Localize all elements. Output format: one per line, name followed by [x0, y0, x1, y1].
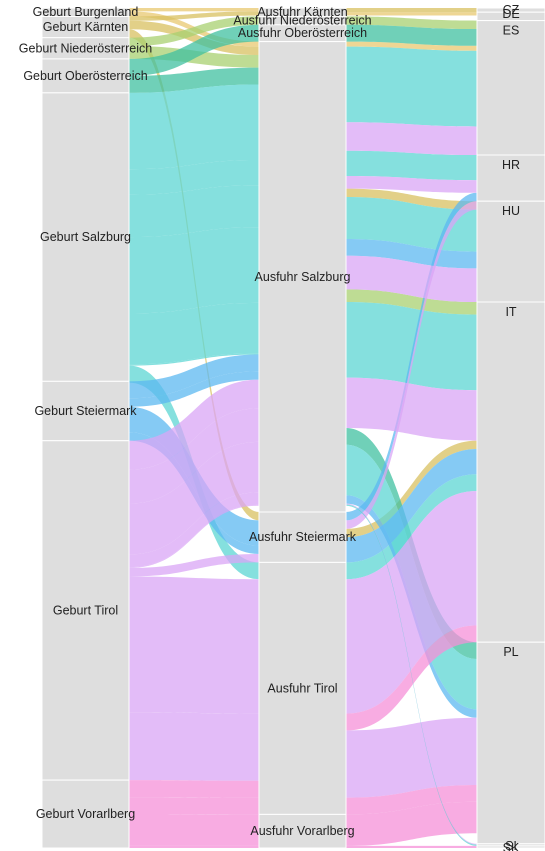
stratum-label: Geburt Steiermark: [34, 404, 137, 418]
stratum-box: [476, 641, 545, 845]
stratum-label: IT: [505, 305, 516, 319]
flow-ribbon: [129, 24, 259, 76]
stratum-box: [41, 440, 130, 781]
flow-ribbon: [129, 354, 259, 399]
flow-ribbon: [129, 16, 259, 47]
flow-ribbon: [346, 176, 477, 193]
flow-ribbon: [129, 371, 259, 407]
stratum-box: [476, 845, 545, 849]
flow-ribbon: [346, 491, 477, 714]
flow-ribbon: [346, 46, 477, 127]
stratum-box: [41, 92, 130, 382]
flow-ribbon: [129, 185, 259, 238]
stratum-label: Ausfuhr Salzburg: [255, 270, 351, 284]
stratum-label: Geburt Salzburg: [40, 230, 131, 244]
stratum-box: [476, 200, 545, 303]
stratum-label: Geburt Burgenland: [33, 5, 139, 19]
flow-ribbon: [129, 797, 259, 815]
flow-ribbon: [129, 845, 259, 848]
stratum-label: HR: [502, 158, 520, 172]
flow-ribbon: [129, 504, 259, 568]
flow-ribbon: [129, 492, 259, 568]
flow-ribbon: [346, 16, 477, 29]
stratum-box: [41, 779, 130, 849]
flow-ribbon: [346, 12, 477, 16]
stratum-box: [476, 301, 545, 643]
stratum-label: Ausfuhr Niederösterreich: [233, 14, 371, 28]
flow-ribbon: [129, 576, 259, 714]
stratum-box: [258, 41, 347, 513]
flow-ribbon: [346, 239, 477, 269]
stratum-label: Geburt Niederösterreich: [19, 41, 152, 55]
flow-ribbon: [129, 554, 259, 577]
stratum-box: [476, 154, 545, 202]
flow-ribbon: [346, 440, 477, 538]
flow-ribbon: [346, 625, 477, 731]
flow-ribbon: [346, 504, 477, 846]
stratum-label: Ausfuhr Oberösterreich: [238, 26, 367, 40]
stratum-box: [258, 511, 347, 563]
stratum-label: SI: [505, 839, 517, 851]
flow-ribbon: [346, 377, 477, 441]
stratum-label: CZ: [503, 3, 520, 17]
flow-ribbon: [129, 379, 259, 470]
flow-ribbon: [346, 474, 477, 580]
flow-ribbon: [346, 785, 477, 815]
flow-ribbon: [346, 302, 477, 391]
stratum-label: Ausfuhr Vorarlberg: [250, 824, 354, 838]
stratum-label: HU: [502, 204, 520, 218]
flow-ribbon: [129, 302, 259, 365]
flow-ribbon: [346, 188, 477, 210]
flow-ribbon: [346, 717, 477, 798]
stratum-label: SK: [503, 841, 520, 851]
stratum-label: PL: [503, 645, 518, 659]
flow-ribbon: [129, 780, 259, 798]
stratum-label: Geburt Vorarlberg: [36, 807, 135, 821]
stratum-label: Geburt Kärnten: [43, 20, 129, 34]
flow-ribbon: [346, 845, 477, 848]
stratum-label: ES: [503, 24, 520, 38]
flow-ribbon: [129, 11, 259, 21]
stratum-label: Ausfuhr Kärnten: [257, 5, 347, 19]
stratum-box: [476, 20, 545, 156]
flow-ribbon: [129, 20, 259, 56]
flow-ribbon: [129, 67, 259, 93]
flow-ribbon: [346, 449, 477, 563]
flow-ribbon: [346, 255, 477, 302]
flow-ribbon: [129, 227, 259, 314]
flow-ribbon: [346, 201, 477, 529]
stratum-box: [41, 380, 130, 442]
flow-layer: [129, 8, 477, 848]
stratum-label: DE: [502, 7, 519, 21]
flow-ribbon: [346, 150, 477, 181]
flow-ribbon: [346, 289, 477, 315]
flow-ribbon: [129, 408, 259, 504]
flow-ribbon: [129, 441, 259, 555]
flow-ribbon: [346, 192, 477, 521]
flow-ribbon: [129, 160, 259, 195]
stratum-label: Geburt Oberösterreich: [23, 69, 147, 83]
flow-ribbon: [129, 712, 259, 781]
flow-ribbon: [346, 24, 477, 46]
stratum-label: Ausfuhr Tirol: [267, 681, 337, 695]
flow-ribbon: [129, 84, 259, 170]
flow-ribbon: [346, 8, 477, 13]
stratum-label: Geburt Tirol: [53, 603, 118, 617]
flow-ribbon: [129, 353, 259, 366]
flow-ribbon: [129, 8, 259, 12]
flow-ribbon: [346, 801, 477, 846]
stratum-box: [258, 813, 347, 849]
flow-ribbon: [346, 122, 477, 155]
flow-ribbon: [129, 814, 259, 846]
stratum-box: [41, 58, 130, 94]
stratum-layer: [41, 7, 545, 849]
flow-ribbon: [346, 41, 477, 51]
stratum-label: Ausfuhr Steiermark: [249, 530, 357, 544]
